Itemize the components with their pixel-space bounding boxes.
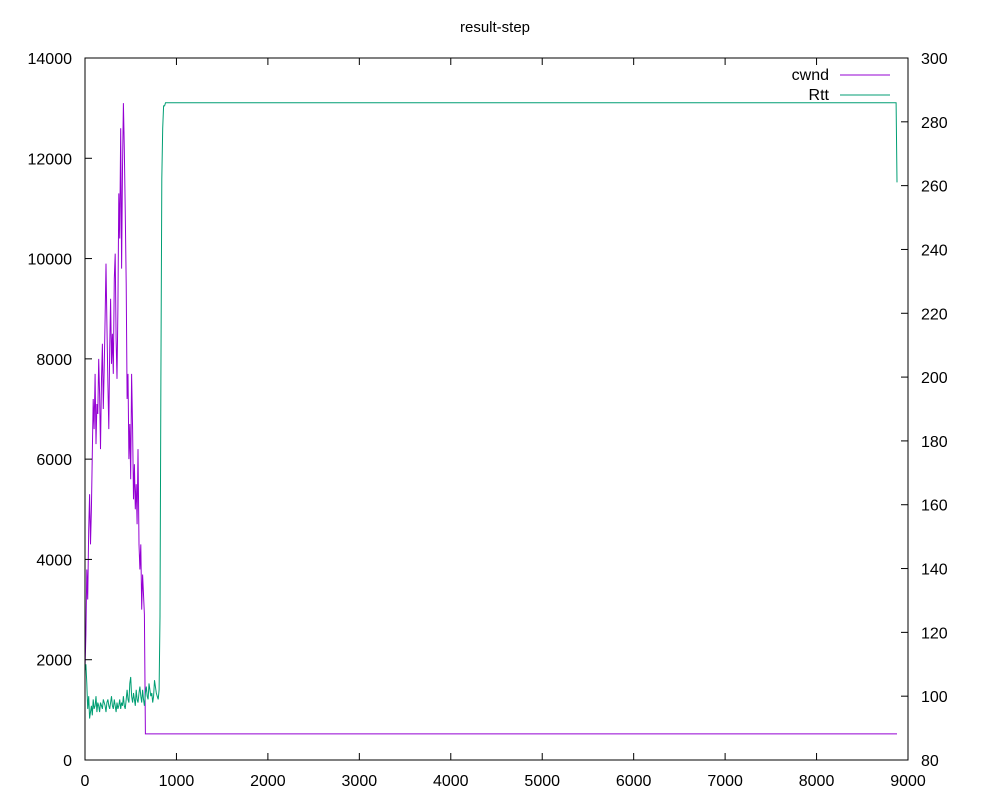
x-tick-label: 0 xyxy=(81,773,90,790)
chart-title: result-step xyxy=(460,19,530,36)
x-tick-label: 6000 xyxy=(616,773,652,790)
x-tick-label: 9000 xyxy=(890,773,926,790)
y2-tick-label: 300 xyxy=(921,51,948,68)
y-tick-label: 10000 xyxy=(28,252,73,269)
legend: cwnd Rtt xyxy=(792,67,890,104)
y2-tick-label: 140 xyxy=(921,562,948,579)
y2-tick-label: 220 xyxy=(921,306,948,323)
x-tick-label: 4000 xyxy=(433,773,469,790)
y2-tick-label: 200 xyxy=(921,370,948,387)
x-tick-label: 1000 xyxy=(159,773,195,790)
legend-label: cwnd xyxy=(792,67,829,84)
legend-label: Rtt xyxy=(809,87,830,104)
y2-tick-label: 260 xyxy=(921,179,948,196)
y2-tick-label: 120 xyxy=(921,625,948,642)
y-tick-label: 0 xyxy=(63,753,72,770)
y2-tick-label: 80 xyxy=(921,753,939,770)
y-tick-label: 2000 xyxy=(36,653,72,670)
y-tick-label: 12000 xyxy=(28,151,73,168)
y2-tick-label: 240 xyxy=(921,242,948,259)
x-tick-label: 2000 xyxy=(250,773,286,790)
y2-tick-label: 180 xyxy=(921,434,948,451)
x-tick-label: 8000 xyxy=(799,773,835,790)
y-tick-label: 14000 xyxy=(28,51,73,68)
x-tick-label: 7000 xyxy=(707,773,743,790)
y-tick-label: 8000 xyxy=(36,352,72,369)
y2-tick-label: 280 xyxy=(921,115,948,132)
x-tick-label: 3000 xyxy=(342,773,378,790)
y-tick-label: 6000 xyxy=(36,452,72,469)
plot-frame xyxy=(84,57,909,761)
y2-tick-label: 100 xyxy=(921,689,948,706)
y2-tick-label: 160 xyxy=(921,498,948,515)
series-line-cwnd xyxy=(84,103,897,735)
y-tick-label: 4000 xyxy=(36,552,72,569)
series-line-rtt xyxy=(84,102,898,719)
x-tick-label: 5000 xyxy=(524,773,560,790)
